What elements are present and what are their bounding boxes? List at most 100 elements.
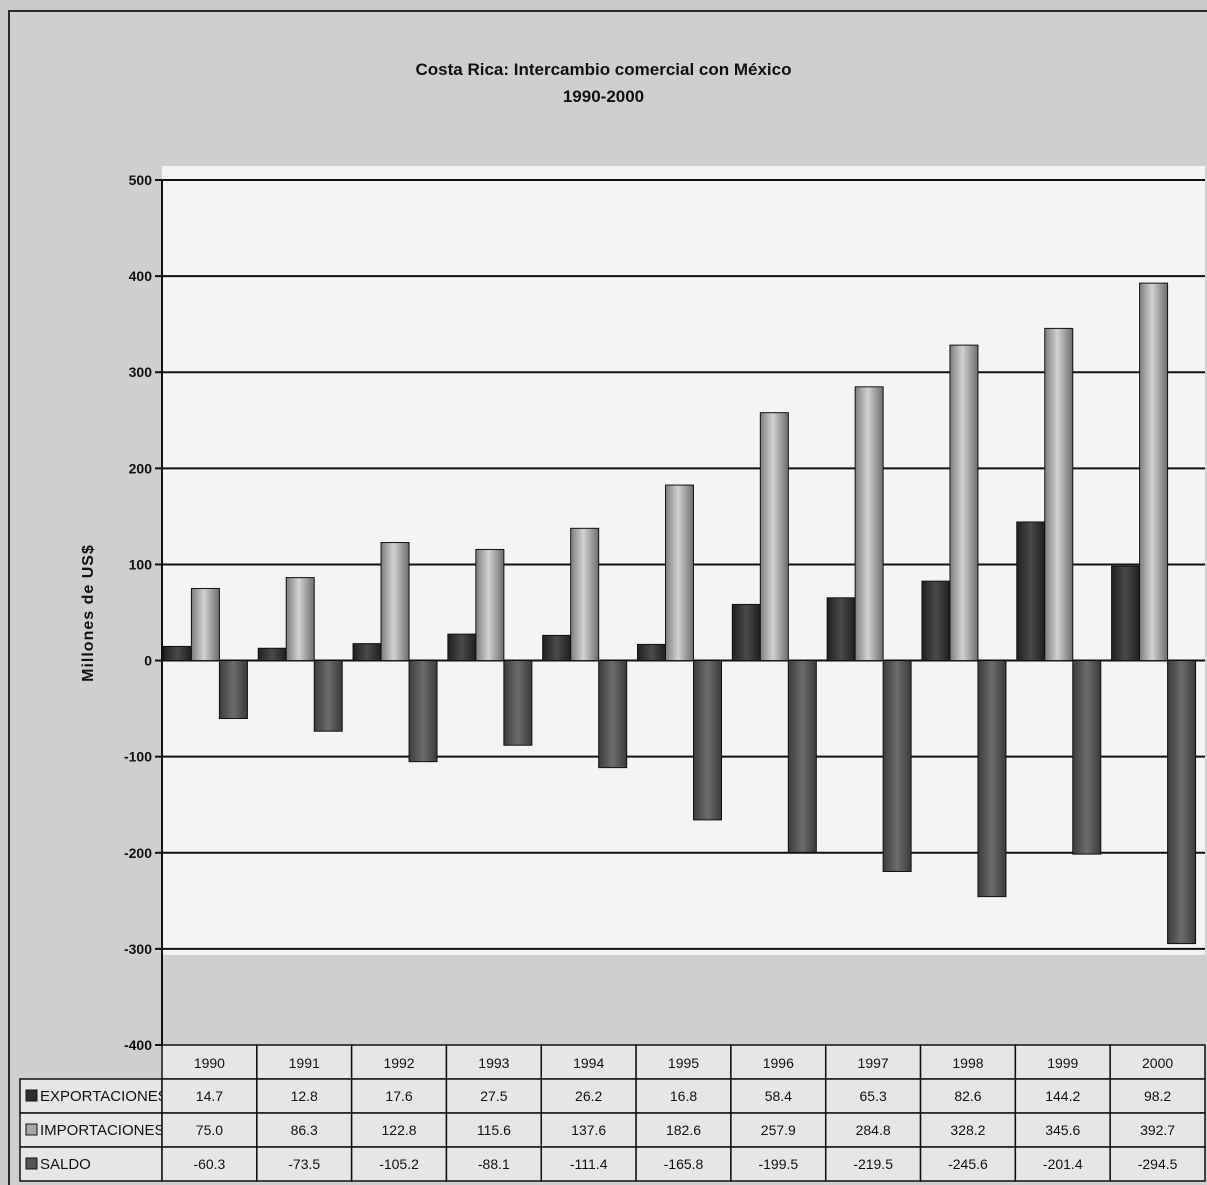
bar-saldo bbox=[977, 660, 1007, 898]
data-label: 27.5 bbox=[480, 1088, 507, 1104]
legend-label: IMPORTACIONES bbox=[40, 1122, 164, 1139]
y-tick-label: 200 bbox=[129, 460, 153, 476]
data-label: -165.8 bbox=[664, 1156, 704, 1172]
bar-importaciones bbox=[475, 548, 505, 662]
chart-subtitle: 1990-2000 bbox=[562, 87, 645, 106]
data-label: -201.4 bbox=[1043, 1156, 1083, 1172]
table-cell bbox=[445, 1078, 543, 1114]
data-label: 14.7 bbox=[196, 1088, 223, 1104]
bar-importaciones bbox=[759, 412, 789, 662]
data-label: 58.4 bbox=[765, 1088, 792, 1104]
legend-cell bbox=[19, 1078, 163, 1114]
bar-exportaciones bbox=[352, 643, 382, 662]
table-cell bbox=[161, 1146, 258, 1182]
bar-importaciones bbox=[1044, 327, 1074, 662]
table-cell bbox=[635, 1146, 732, 1182]
chart-title: Costa Rica: Intercambio comercial con Mé… bbox=[0, 56, 1207, 110]
bar-exportaciones bbox=[731, 603, 761, 662]
table-cell bbox=[824, 1146, 922, 1182]
y-tick-label: -300 bbox=[124, 941, 152, 957]
x-tick-label: 1999 bbox=[1047, 1055, 1078, 1071]
data-label: 82.6 bbox=[954, 1088, 981, 1104]
data-label: 26.2 bbox=[575, 1088, 602, 1104]
bar-exportaciones bbox=[921, 580, 951, 662]
bar-saldo bbox=[598, 660, 628, 769]
bar-saldo bbox=[408, 660, 438, 763]
x-tick-label: 1994 bbox=[573, 1055, 604, 1071]
table-cell bbox=[350, 1146, 448, 1182]
table-header-cell bbox=[445, 1044, 543, 1080]
data-label: -199.5 bbox=[758, 1156, 798, 1172]
bar-exportaciones bbox=[1111, 565, 1141, 662]
legend-swatch bbox=[25, 1157, 38, 1170]
bar-exportaciones bbox=[447, 633, 477, 662]
x-tick-label: 1996 bbox=[763, 1055, 794, 1071]
bar-exportaciones bbox=[542, 634, 572, 662]
y-tick-label: 0 bbox=[144, 653, 152, 669]
data-label: 75.0 bbox=[196, 1122, 223, 1138]
y-tick-label: 100 bbox=[129, 556, 153, 572]
bar-saldo bbox=[313, 660, 343, 732]
data-label: 392.7 bbox=[1140, 1122, 1175, 1138]
y-tick-label: 500 bbox=[129, 172, 153, 188]
bar-importaciones bbox=[190, 587, 220, 662]
data-label: -88.1 bbox=[478, 1156, 510, 1172]
bar-importaciones bbox=[380, 542, 410, 662]
y-tick-label: -200 bbox=[124, 845, 152, 861]
bar-saldo bbox=[1072, 660, 1102, 855]
data-label: 144.2 bbox=[1045, 1088, 1080, 1104]
data-label: 122.8 bbox=[382, 1122, 417, 1138]
data-label: -105.2 bbox=[379, 1156, 419, 1172]
data-label: 182.6 bbox=[666, 1122, 701, 1138]
x-tick-label: 1990 bbox=[194, 1055, 225, 1071]
y-tick-label: -400 bbox=[124, 1037, 152, 1053]
x-tick-label: 1995 bbox=[668, 1055, 699, 1071]
x-tick-label: 1998 bbox=[952, 1055, 983, 1071]
data-label: 17.6 bbox=[385, 1088, 412, 1104]
table-cell bbox=[161, 1078, 258, 1114]
data-label: 98.2 bbox=[1144, 1088, 1171, 1104]
table-cell bbox=[919, 1146, 1017, 1182]
bar-exportaciones bbox=[637, 643, 666, 662]
table-header-cell bbox=[824, 1044, 922, 1080]
table-header-cell bbox=[540, 1044, 637, 1080]
table-cell bbox=[540, 1146, 637, 1182]
bar-exportaciones bbox=[1016, 521, 1046, 662]
bar-importaciones bbox=[1139, 282, 1169, 662]
data-label: -73.5 bbox=[288, 1156, 320, 1172]
bar-exportaciones bbox=[257, 647, 287, 662]
table-header-cell bbox=[635, 1044, 732, 1080]
chart-title-line: Costa Rica: Intercambio comercial con Mé… bbox=[415, 60, 792, 79]
table-cell bbox=[824, 1078, 922, 1114]
data-label: 16.8 bbox=[670, 1088, 697, 1104]
data-label: 65.3 bbox=[860, 1088, 887, 1104]
table-cell bbox=[635, 1078, 732, 1114]
legend-cell bbox=[19, 1146, 163, 1182]
table-cell bbox=[1109, 1146, 1206, 1182]
bar-importaciones bbox=[665, 484, 694, 662]
bar-saldo bbox=[693, 660, 722, 821]
bar-saldo bbox=[882, 660, 912, 873]
legend-swatch bbox=[25, 1089, 38, 1102]
table-cell bbox=[540, 1112, 637, 1148]
table-cell bbox=[730, 1078, 827, 1114]
bar-saldo bbox=[1167, 660, 1197, 945]
bar-exportaciones bbox=[162, 645, 192, 662]
table-header-cell bbox=[1109, 1044, 1206, 1080]
bar-importaciones bbox=[570, 527, 600, 662]
data-label: 284.8 bbox=[856, 1122, 891, 1138]
data-label: -219.5 bbox=[853, 1156, 893, 1172]
legend-label: SALDO bbox=[40, 1156, 91, 1173]
data-label: 345.6 bbox=[1045, 1122, 1080, 1138]
data-label: -111.4 bbox=[570, 1156, 608, 1172]
x-tick-label: 1992 bbox=[383, 1055, 414, 1071]
x-tick-label: 1997 bbox=[858, 1055, 889, 1071]
y-tick-label: -100 bbox=[124, 749, 152, 765]
data-label: -245.6 bbox=[948, 1156, 988, 1172]
bar-saldo bbox=[787, 660, 817, 853]
data-label: 12.8 bbox=[291, 1088, 318, 1104]
bar-exportaciones bbox=[826, 597, 856, 662]
data-label: 115.6 bbox=[477, 1122, 511, 1138]
x-tick-label: 2000 bbox=[1142, 1055, 1173, 1071]
